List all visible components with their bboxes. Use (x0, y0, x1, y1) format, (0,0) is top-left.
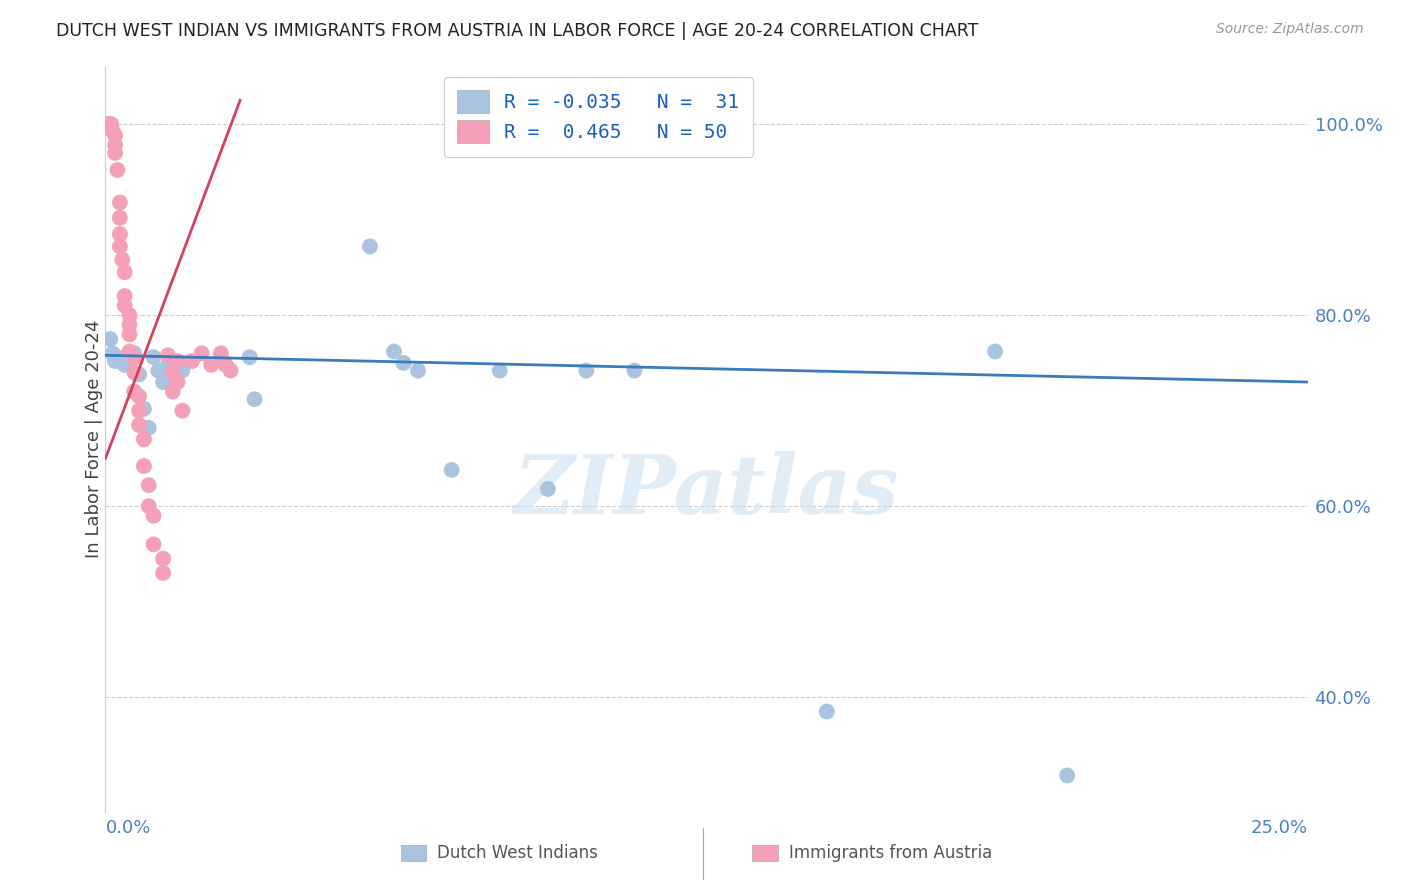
Point (124, 351, 146, 366)
Point (97, 117, 120, 131)
Point (219, 363, 242, 377)
Point (190, 346, 212, 360)
Point (108, 351, 131, 366)
Point (111, 252, 134, 267)
Point (166, 354, 188, 368)
Point (124, 384, 146, 399)
Point (152, 551, 174, 566)
Point (98, 117, 121, 131)
Point (101, 346, 124, 360)
Point (128, 403, 150, 417)
Point (132, 458, 155, 473)
Point (440, 463, 463, 477)
Point (359, 239, 381, 253)
Point (114, 265, 136, 279)
Point (104, 354, 127, 368)
Point (104, 128, 127, 143)
Point (104, 145, 127, 160)
Point (108, 239, 131, 253)
Point (118, 344, 141, 359)
Point (124, 366, 146, 380)
Point (214, 358, 236, 372)
Point (162, 368, 184, 382)
Point (101, 124, 124, 138)
Point (138, 499, 160, 513)
Point (100, 117, 122, 131)
Point (132, 401, 155, 416)
Point (575, 363, 598, 377)
Point (156, 348, 179, 362)
Point (142, 537, 165, 551)
Point (142, 350, 165, 364)
Point (200, 358, 222, 372)
Point (243, 392, 266, 407)
Point (1056, 768, 1078, 782)
Text: 0.0%: 0.0% (105, 820, 150, 838)
Point (108, 211, 131, 225)
Point (406, 363, 429, 377)
Point (118, 351, 141, 366)
Text: Source: ZipAtlas.com: Source: ZipAtlas.com (1216, 22, 1364, 37)
Point (97, 117, 120, 131)
Point (138, 478, 160, 492)
Point (98, 117, 121, 131)
Text: ZIPatlas: ZIPatlas (513, 451, 900, 532)
Point (166, 375, 188, 389)
Point (172, 403, 194, 417)
Point (114, 289, 136, 303)
Point (181, 354, 204, 368)
Point (124, 346, 146, 360)
Legend: R = -0.035   N =  31, R =  0.465   N = 50: R = -0.035 N = 31, R = 0.465 N = 50 (444, 77, 752, 156)
Point (118, 327, 141, 342)
Point (142, 508, 165, 523)
Point (98, 332, 121, 346)
Point (209, 346, 232, 360)
Point (623, 363, 645, 377)
Point (382, 344, 405, 359)
Point (108, 227, 131, 241)
Point (114, 358, 136, 372)
Point (118, 308, 141, 322)
Point (128, 368, 150, 382)
Point (128, 417, 150, 432)
Point (166, 358, 188, 372)
Point (984, 344, 1007, 359)
Point (98, 117, 121, 131)
Y-axis label: In Labor Force | Age 20-24: In Labor Force | Age 20-24 (86, 320, 103, 558)
Point (104, 138, 127, 153)
Point (152, 375, 174, 389)
Point (488, 363, 510, 377)
Point (114, 299, 136, 313)
Point (118, 318, 141, 332)
Text: DUTCH WEST INDIAN VS IMMIGRANTS FROM AUSTRIA IN LABOR FORCE | AGE 20-24 CORRELAT: DUTCH WEST INDIAN VS IMMIGRANTS FROM AUS… (56, 22, 979, 40)
Point (162, 366, 184, 380)
Text: Dutch West Indians: Dutch West Indians (437, 844, 598, 862)
Point (172, 363, 194, 377)
Point (156, 358, 179, 372)
Text: Immigrants from Austria: Immigrants from Austria (789, 844, 993, 862)
Point (107, 163, 129, 178)
Point (128, 389, 150, 403)
Point (239, 350, 262, 364)
Text: 25.0%: 25.0% (1250, 820, 1308, 838)
Point (152, 566, 174, 580)
Point (162, 384, 184, 399)
Point (148, 363, 170, 377)
Point (108, 195, 131, 210)
Point (392, 356, 415, 370)
Point (98, 117, 121, 131)
Point (132, 433, 155, 447)
Point (537, 482, 560, 496)
Point (138, 421, 160, 435)
Point (815, 705, 838, 719)
